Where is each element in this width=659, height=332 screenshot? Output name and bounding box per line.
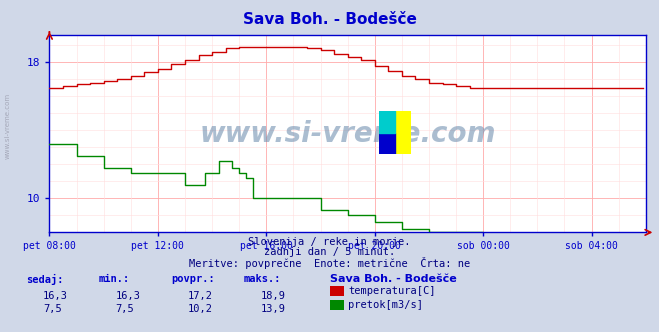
Text: Meritve: povprečne  Enote: metrične  Črta: ne: Meritve: povprečne Enote: metrične Črta:… bbox=[189, 257, 470, 269]
Text: 7,5: 7,5 bbox=[115, 304, 134, 314]
Text: 16,3: 16,3 bbox=[43, 290, 68, 300]
Text: maks.:: maks.: bbox=[244, 274, 281, 284]
Text: zadnji dan / 5 minut.: zadnji dan / 5 minut. bbox=[264, 247, 395, 257]
Text: pretok[m3/s]: pretok[m3/s] bbox=[348, 300, 423, 310]
Text: 17,2: 17,2 bbox=[188, 290, 213, 300]
Text: sedaj:: sedaj: bbox=[26, 274, 64, 285]
Text: Sava Boh. - Bodešče: Sava Boh. - Bodešče bbox=[243, 12, 416, 27]
Text: Sava Boh. - Bodešče: Sava Boh. - Bodešče bbox=[330, 274, 456, 284]
Text: Slovenija / reke in morje.: Slovenija / reke in morje. bbox=[248, 237, 411, 247]
Text: 16,3: 16,3 bbox=[115, 290, 140, 300]
Text: temperatura[C]: temperatura[C] bbox=[348, 286, 436, 296]
Text: 7,5: 7,5 bbox=[43, 304, 61, 314]
Polygon shape bbox=[379, 133, 395, 154]
Text: min.:: min.: bbox=[99, 274, 130, 284]
Text: 13,9: 13,9 bbox=[260, 304, 285, 314]
Text: povpr.:: povpr.: bbox=[171, 274, 215, 284]
Polygon shape bbox=[379, 111, 395, 133]
Text: www.si-vreme.com: www.si-vreme.com bbox=[200, 120, 496, 148]
Text: 10,2: 10,2 bbox=[188, 304, 213, 314]
Text: www.si-vreme.com: www.si-vreme.com bbox=[5, 93, 11, 159]
Polygon shape bbox=[395, 111, 411, 154]
Text: 18,9: 18,9 bbox=[260, 290, 285, 300]
